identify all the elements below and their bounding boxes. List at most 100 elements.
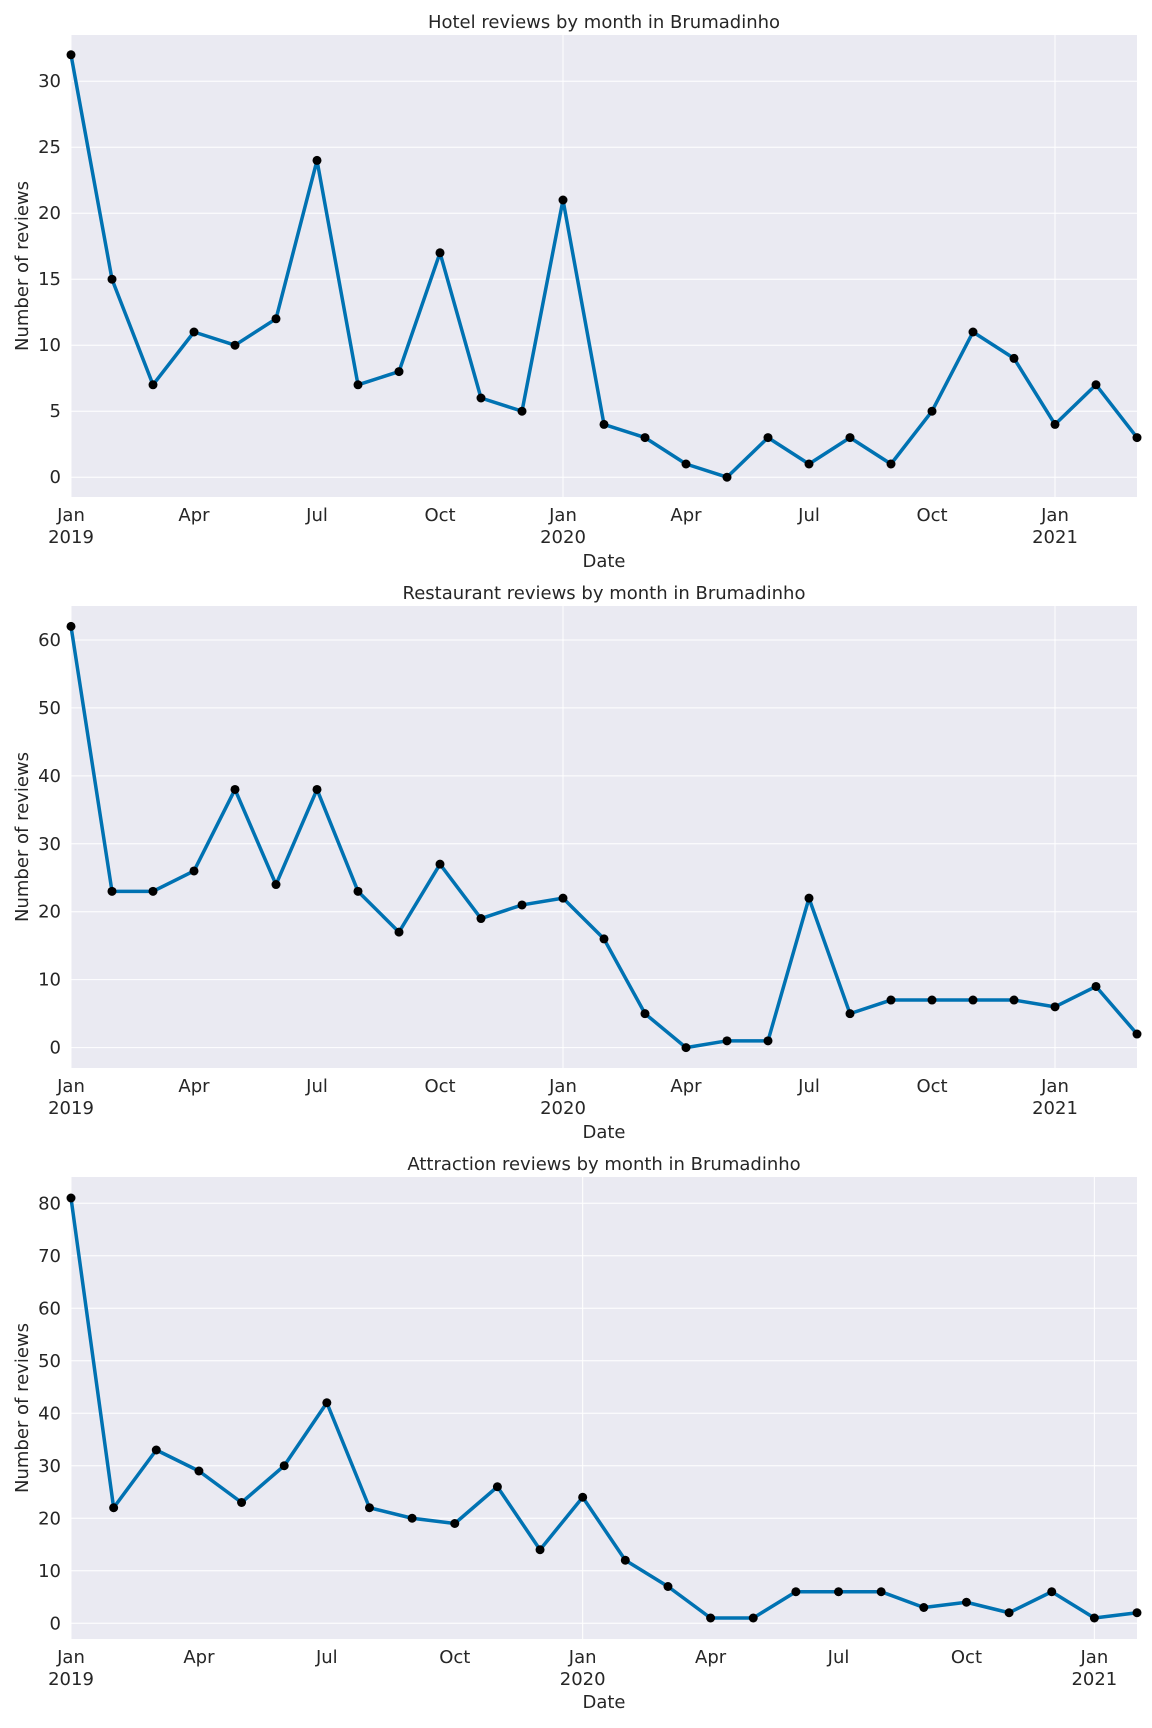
y-tick-labels: 0 10 20 30 40 50 60	[38, 630, 61, 1059]
x-tick-label: Jan	[548, 505, 577, 526]
x-tick-label: Jan	[1040, 505, 1069, 526]
data-point	[66, 621, 76, 631]
y-tick-label: 20	[38, 203, 61, 224]
data-point	[681, 459, 691, 469]
y-tick-label: 30	[38, 834, 61, 855]
data-point	[353, 380, 363, 390]
y-tick-label: 20	[38, 1508, 61, 1529]
x-tick-year-label: 2019	[48, 1098, 94, 1119]
y-axis-label: Number of reviews	[12, 1323, 33, 1493]
x-tick-label: Jul	[305, 1076, 328, 1097]
data-points	[66, 621, 1142, 1053]
y-tick-label: 0	[50, 1613, 61, 1634]
y-tick-label: 20	[38, 902, 61, 923]
x-tick-year-label: 2021	[1071, 1669, 1117, 1690]
data-point	[1050, 419, 1060, 429]
y-tick-label: 0	[50, 1038, 61, 1059]
chart-title: Restaurant reviews by month in Brumadinh…	[403, 583, 806, 604]
data-point	[834, 1587, 844, 1597]
x-tick-label: Jan	[56, 1647, 85, 1668]
y-tick-label: 10	[38, 335, 61, 356]
data-point	[681, 1043, 691, 1053]
data-point	[312, 784, 322, 794]
data-point	[230, 340, 240, 350]
data-point	[599, 934, 609, 944]
data-point	[450, 1519, 460, 1528]
x-tick-year-label: 2019	[48, 1669, 94, 1690]
data-point	[886, 995, 896, 1005]
data-point	[663, 1582, 673, 1591]
data-point	[517, 900, 527, 910]
data-point	[748, 1613, 758, 1623]
data-point	[886, 459, 896, 469]
x-tick-label: Oct	[424, 1076, 455, 1097]
data-point	[1132, 1608, 1142, 1618]
x-tick-label: Jul	[827, 1647, 850, 1668]
y-tick-label: 70	[38, 1246, 61, 1267]
data-point	[66, 50, 76, 60]
data-point	[722, 472, 732, 482]
x-axis-label: Date	[582, 1692, 625, 1713]
data-point	[151, 1445, 161, 1455]
y-axis-label: Number of reviews	[12, 181, 33, 351]
data-point	[476, 393, 486, 403]
data-point	[927, 995, 937, 1005]
data-point	[1132, 433, 1142, 443]
data-point	[968, 327, 978, 337]
data-point	[804, 893, 814, 903]
x-tick-label: Jan	[56, 505, 85, 526]
data-point	[230, 784, 240, 794]
data-point	[271, 314, 281, 324]
y-tick-label: 60	[38, 630, 61, 651]
data-point	[640, 1009, 650, 1019]
data-point	[1050, 1002, 1060, 1012]
x-tick-year-label: 2020	[540, 527, 586, 548]
data-point	[394, 927, 404, 937]
y-tick-label: 5	[50, 401, 61, 422]
x-tick-label: Jul	[305, 505, 328, 526]
series-line	[69, 1196, 1139, 1620]
x-tick-year-label: 2021	[1032, 1098, 1078, 1119]
data-point	[107, 274, 117, 284]
y-tick-label: 0	[50, 467, 61, 488]
data-point	[312, 155, 322, 165]
data-point	[476, 914, 486, 924]
x-tick-label: Oct	[439, 1647, 470, 1668]
data-point	[322, 1398, 332, 1408]
x-tick-year-label: 2021	[1032, 527, 1078, 548]
y-tick-label: 50	[38, 1351, 61, 1372]
data-point	[189, 327, 199, 337]
x-tick-year-label: 2019	[48, 527, 94, 548]
x-tick-label: Jan	[56, 1076, 85, 1097]
data-point	[706, 1613, 716, 1623]
data-point	[763, 433, 773, 443]
plot-area	[71, 1177, 1137, 1639]
grid-lines	[70, 1177, 1137, 1639]
data-point	[620, 1555, 630, 1565]
data-point	[961, 1597, 971, 1607]
x-tick-label: Jan	[1040, 1076, 1069, 1097]
x-tick-label: Apr	[183, 1647, 215, 1668]
x-tick-label: Oct	[916, 505, 947, 526]
x-tick-year-label: 2020	[540, 1098, 586, 1119]
attraction-chart: Attraction reviews by month in Brumadinh…	[12, 1154, 1142, 1713]
y-tick-label: 40	[38, 1403, 61, 1424]
data-point	[148, 380, 158, 390]
data-point	[109, 1503, 119, 1513]
data-point	[66, 1193, 76, 1203]
x-tick-label: Apr	[670, 1076, 702, 1097]
data-point	[407, 1513, 417, 1523]
x-tick-label: Jan	[568, 1647, 597, 1668]
data-point	[968, 995, 978, 1005]
y-tick-label: 40	[38, 766, 61, 787]
data-point	[535, 1545, 545, 1555]
hotel-chart: Hotel reviews by month in Brumadinho 0 5 1…	[12, 12, 1142, 572]
data-points	[66, 50, 1142, 482]
data-point	[189, 866, 199, 876]
y-axis-label: Number of reviews	[12, 752, 33, 922]
data-point	[1132, 1029, 1142, 1039]
data-point	[1004, 1608, 1014, 1618]
data-point	[722, 1036, 732, 1046]
